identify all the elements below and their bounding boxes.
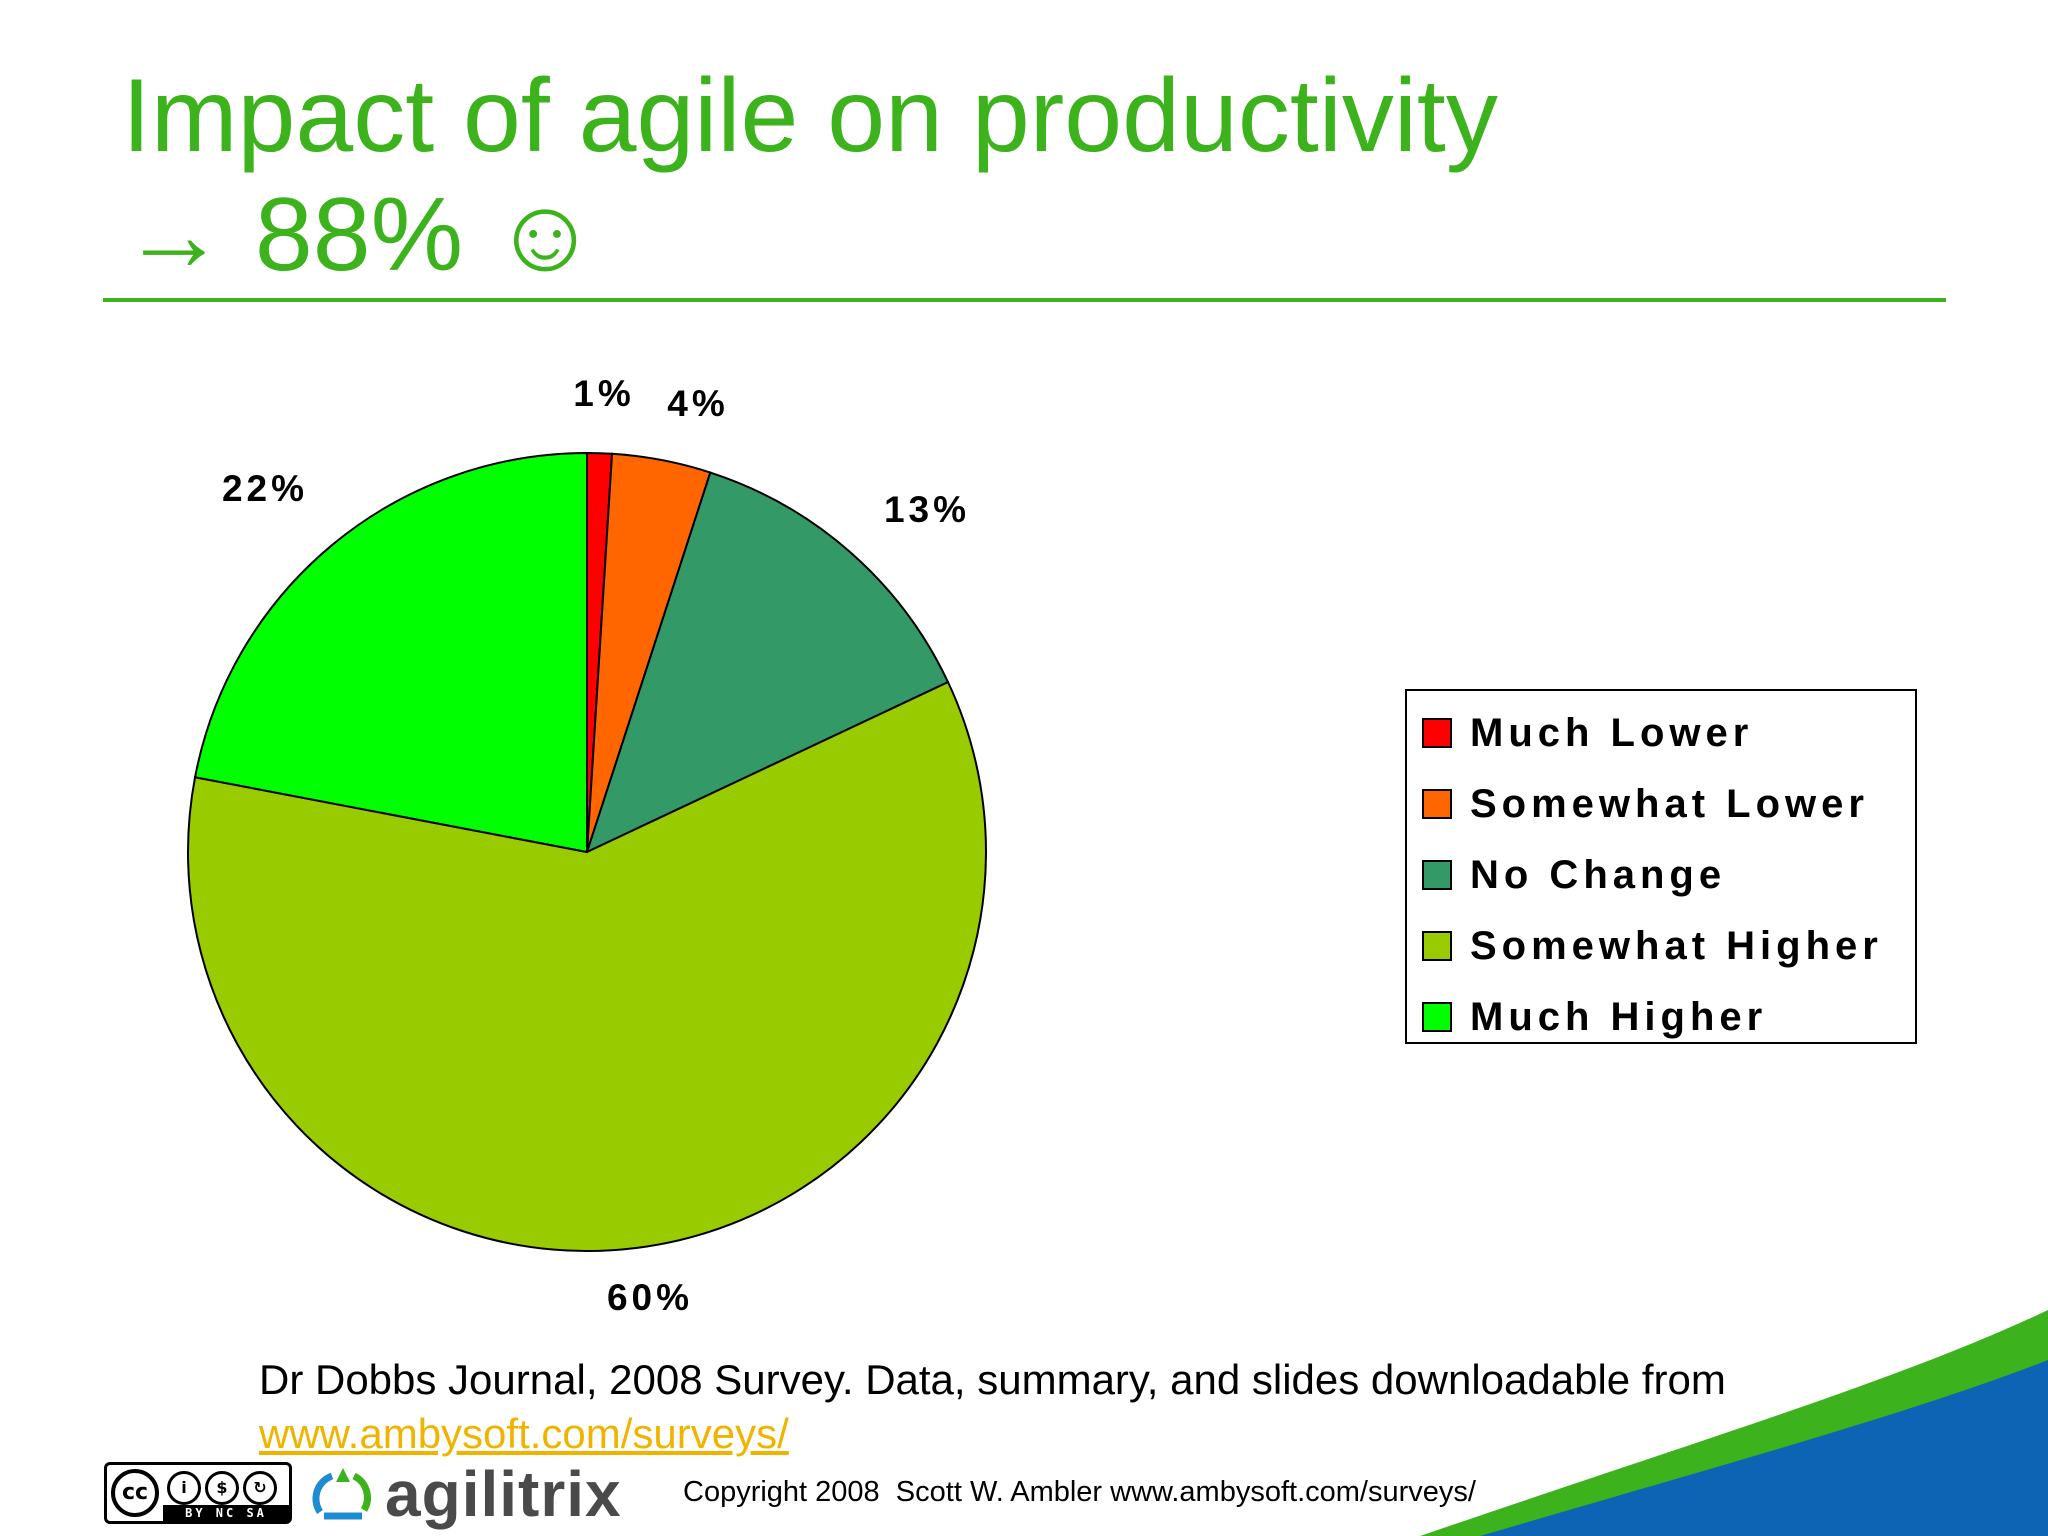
legend-label: Somewhat Higher bbox=[1470, 923, 1883, 968]
creative-commons-badge: cc i $ ↻ BY NC SA bbox=[104, 1462, 292, 1524]
slide-title: Impact of agile on productivity bbox=[122, 58, 1498, 174]
title-divider bbox=[103, 298, 1946, 302]
attribution-icon: i bbox=[167, 1471, 201, 1505]
agilitrix-logo-icon bbox=[312, 1468, 371, 1520]
legend-swatch bbox=[1422, 1002, 1452, 1032]
pie-slice-much-higher bbox=[193, 451, 588, 854]
noncommercial-icon: $ bbox=[205, 1471, 239, 1505]
agilitrix-logo-text: agilitrix bbox=[385, 1458, 622, 1530]
source-link[interactable]: www.ambysoft.com/surveys/ bbox=[259, 1410, 789, 1457]
pie-label-much-lower: 1% bbox=[573, 373, 634, 414]
sharealike-icon: ↻ bbox=[243, 1471, 277, 1505]
pie-value-labels: 1% 4% 13% 60% 22% bbox=[222, 373, 970, 1318]
legend-label: Somewhat Lower bbox=[1470, 781, 1869, 826]
pie-label-somewhat-higher: 60% bbox=[607, 1277, 693, 1318]
pie-slice-no-change bbox=[585, 471, 950, 854]
cc-license-text: BY NC SA bbox=[163, 1505, 289, 1521]
legend-label: No Change bbox=[1470, 852, 1727, 897]
legend-item-somewhat-higher: Somewhat Higher bbox=[1422, 923, 1883, 968]
slide-subtitle: → 88% ☺ bbox=[122, 177, 599, 293]
legend-swatch bbox=[1422, 718, 1452, 748]
pie-label-no-change: 13% bbox=[884, 489, 970, 530]
legend-swatch bbox=[1422, 860, 1452, 890]
legend-item-much-higher: Much Higher bbox=[1422, 994, 1768, 1039]
source-citation: Dr Dobbs Journal, 2008 Survey. Data, sum… bbox=[259, 1356, 1726, 1403]
legend-label: Much Lower bbox=[1470, 710, 1754, 755]
pie-label-somewhat-lower: 4% bbox=[667, 383, 728, 424]
pie-chart: 1% 4% 13% 60% 22% bbox=[187, 373, 987, 1318]
legend-swatch bbox=[1422, 789, 1452, 819]
legend-label: Much Higher bbox=[1470, 994, 1768, 1039]
pie-slice-somewhat-higher bbox=[187, 680, 987, 1252]
chart-legend: Much Lower Somewhat Lower No Change Somewha… bbox=[1405, 689, 1917, 1044]
wave-blue bbox=[1480, 1360, 2048, 1536]
legend-item-much-lower: Much Lower bbox=[1422, 710, 1754, 755]
pie-label-much-higher: 22% bbox=[222, 468, 308, 509]
legend-item-no-change: No Change bbox=[1422, 852, 1727, 897]
pie-slices bbox=[187, 451, 987, 1252]
copyright-notice: Copyright 2008 Scott W. Ambler www.ambys… bbox=[683, 1476, 1476, 1508]
cc-icon: cc bbox=[111, 1469, 159, 1517]
legend-item-somewhat-lower: Somewhat Lower bbox=[1422, 781, 1869, 826]
legend-swatch bbox=[1422, 931, 1452, 961]
